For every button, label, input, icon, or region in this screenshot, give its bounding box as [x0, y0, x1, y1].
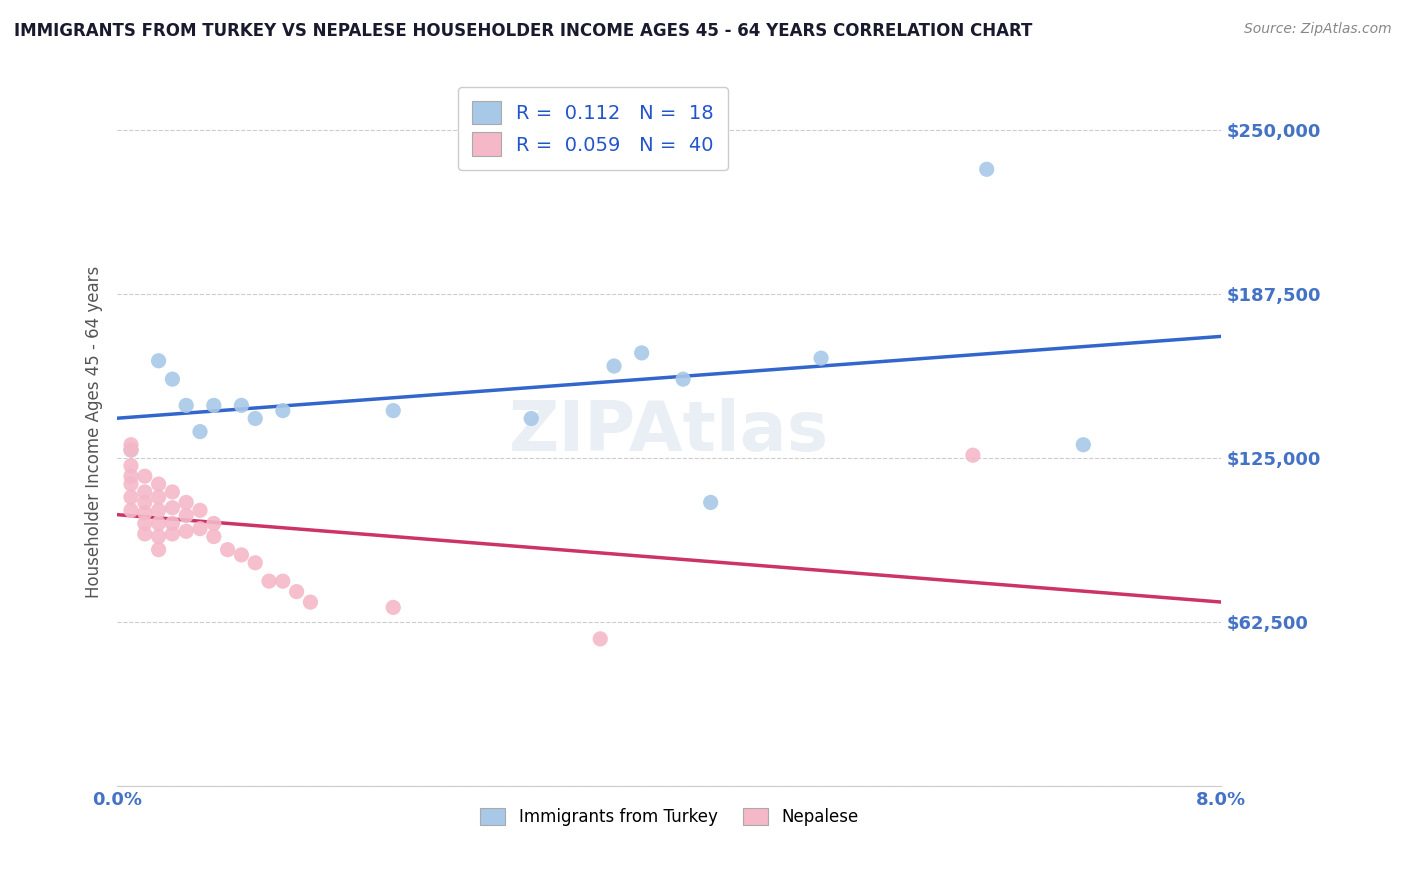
- Point: [231, 548, 253, 562]
- Point: [162, 372, 184, 386]
- Point: [188, 522, 211, 536]
- Point: [603, 359, 626, 373]
- Point: [148, 542, 170, 557]
- Text: ZIPAtlas: ZIPAtlas: [509, 398, 830, 465]
- Point: [382, 600, 405, 615]
- Point: [162, 485, 184, 500]
- Point: [134, 516, 156, 531]
- Point: [120, 503, 142, 517]
- Point: [148, 516, 170, 531]
- Point: [1071, 438, 1094, 452]
- Point: [382, 403, 405, 417]
- Point: [174, 495, 197, 509]
- Point: [148, 477, 170, 491]
- Point: [120, 477, 142, 491]
- Point: [134, 485, 156, 500]
- Point: [962, 448, 984, 462]
- Legend: Immigrants from Turkey, Nepalese: Immigrants from Turkey, Nepalese: [472, 799, 866, 834]
- Point: [188, 425, 211, 439]
- Point: [174, 398, 197, 412]
- Point: [162, 527, 184, 541]
- Point: [271, 574, 294, 589]
- Point: [520, 411, 543, 425]
- Point: [630, 346, 652, 360]
- Point: [134, 506, 156, 520]
- Point: [810, 351, 832, 366]
- Point: [589, 632, 612, 646]
- Point: [148, 503, 170, 517]
- Point: [257, 574, 280, 589]
- Point: [202, 516, 225, 531]
- Point: [134, 469, 156, 483]
- Point: [120, 469, 142, 483]
- Point: [162, 500, 184, 515]
- Point: [162, 516, 184, 531]
- Point: [120, 442, 142, 457]
- Point: [134, 527, 156, 541]
- Point: [174, 508, 197, 523]
- Point: [699, 495, 721, 509]
- Point: [976, 162, 998, 177]
- Point: [245, 556, 267, 570]
- Point: [245, 411, 267, 425]
- Point: [148, 353, 170, 368]
- Point: [231, 398, 253, 412]
- Point: [271, 403, 294, 417]
- Point: [120, 490, 142, 504]
- Y-axis label: Householder Income Ages 45 - 64 years: Householder Income Ages 45 - 64 years: [86, 266, 103, 598]
- Point: [174, 524, 197, 539]
- Point: [299, 595, 322, 609]
- Point: [148, 530, 170, 544]
- Point: [672, 372, 695, 386]
- Point: [120, 442, 142, 457]
- Point: [217, 542, 239, 557]
- Point: [202, 398, 225, 412]
- Point: [134, 495, 156, 509]
- Point: [188, 503, 211, 517]
- Point: [285, 584, 308, 599]
- Point: [120, 458, 142, 473]
- Point: [202, 530, 225, 544]
- Text: Source: ZipAtlas.com: Source: ZipAtlas.com: [1244, 22, 1392, 37]
- Point: [120, 438, 142, 452]
- Text: IMMIGRANTS FROM TURKEY VS NEPALESE HOUSEHOLDER INCOME AGES 45 - 64 YEARS CORRELA: IMMIGRANTS FROM TURKEY VS NEPALESE HOUSE…: [14, 22, 1032, 40]
- Point: [148, 490, 170, 504]
